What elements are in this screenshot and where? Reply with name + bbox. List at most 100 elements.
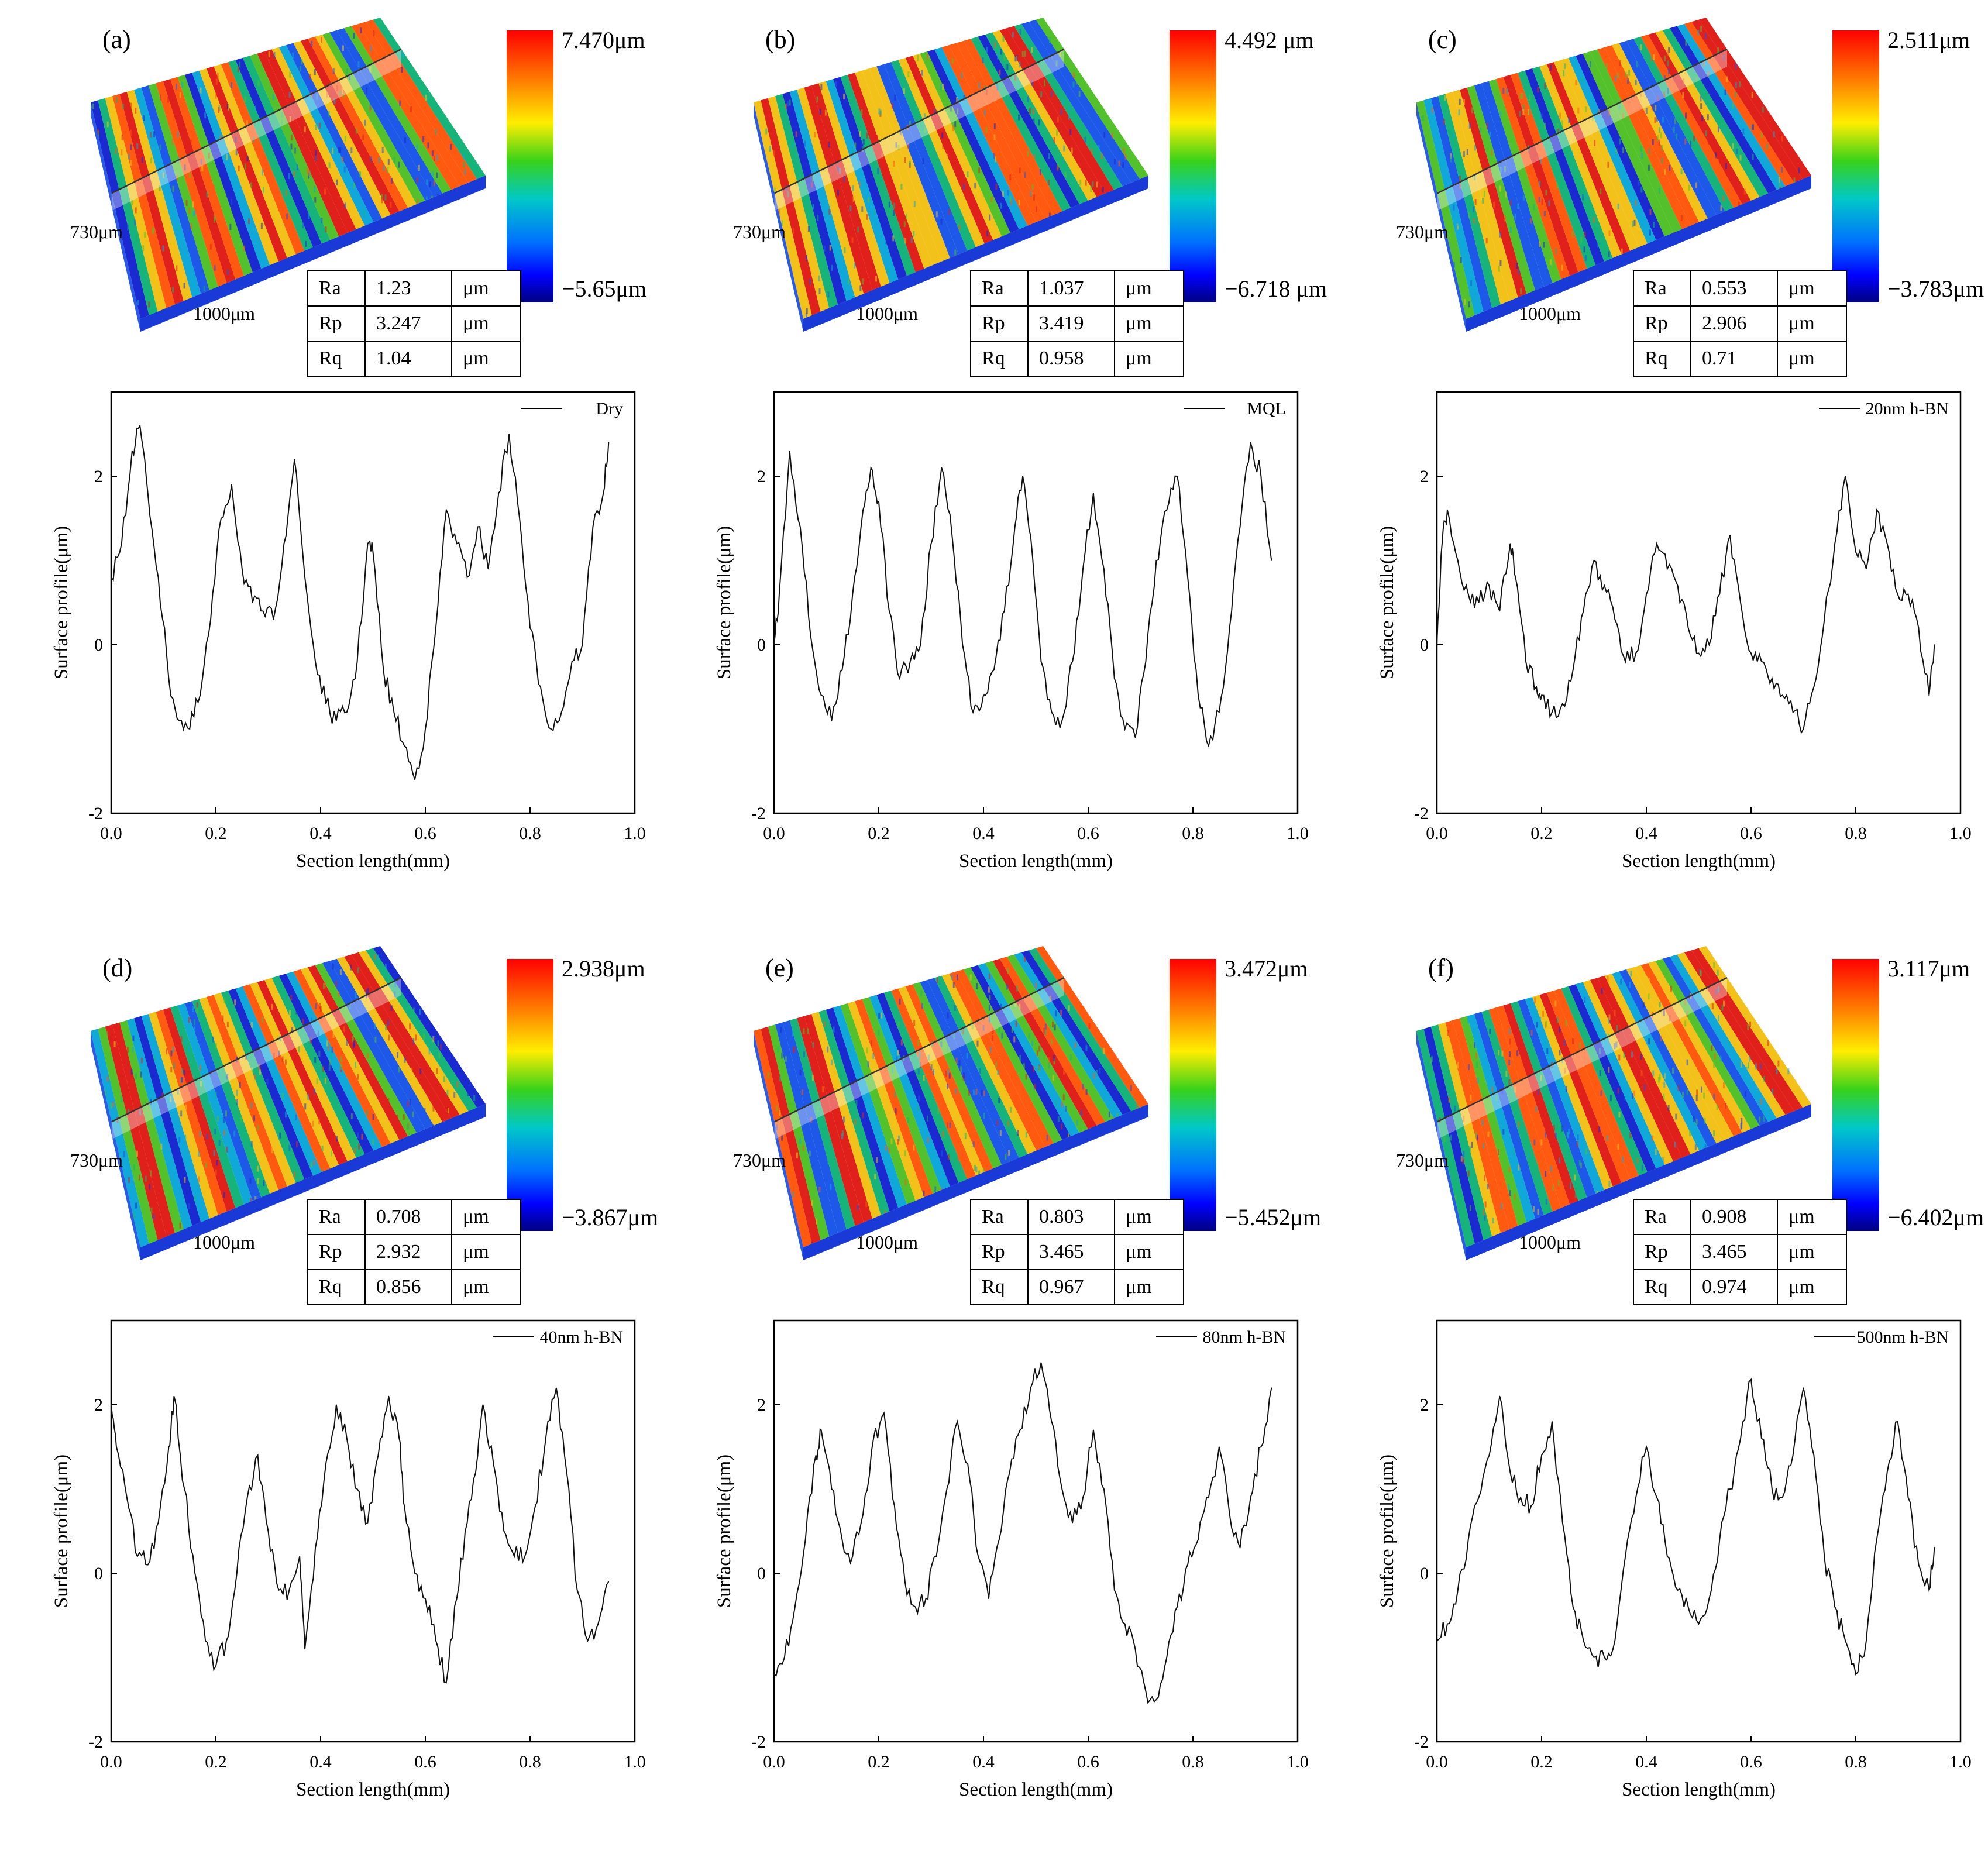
surface-speckle — [1577, 1134, 1579, 1141]
surface-stripe — [278, 45, 374, 226]
surface-stripe — [1590, 978, 1682, 1161]
surface-stripe — [1416, 1029, 1475, 1247]
surface-speckle — [1617, 1019, 1619, 1025]
surface-speckle — [1655, 105, 1657, 111]
profile-data-point — [456, 1598, 458, 1599]
surface-speckle — [1660, 132, 1662, 139]
surface-speckle — [384, 194, 387, 201]
surface-speckle — [1467, 1017, 1469, 1024]
surface-speckle — [1667, 50, 1669, 57]
surface-speckle — [921, 70, 923, 76]
surface-speckle — [115, 148, 117, 154]
surface-speckle — [184, 1134, 187, 1141]
surface-stripe — [913, 53, 1002, 240]
surface-speckle — [246, 120, 248, 126]
profile-data-point — [1467, 593, 1469, 595]
surface-speckle — [359, 1095, 361, 1102]
profile-data-point — [784, 1657, 785, 1658]
surface-speckle — [988, 1016, 990, 1022]
surface-speckle — [895, 68, 897, 75]
surface-stripe — [1691, 19, 1803, 183]
surface-speckle — [1509, 1038, 1511, 1045]
x-tick-label: 0.4 — [309, 1752, 332, 1772]
surface-speckle — [952, 1064, 954, 1071]
profile-data-point — [519, 518, 520, 519]
surface-speckle — [1505, 232, 1507, 238]
color-scale-max: 4.492 μm — [1225, 27, 1314, 53]
surface-side-wall — [754, 1031, 803, 1260]
surface-speckle — [1749, 1021, 1751, 1027]
surface-speckle — [1684, 1020, 1687, 1027]
surface-speckle — [257, 1124, 259, 1131]
surface-speckle — [1659, 1074, 1661, 1080]
surface-speckle — [1745, 1067, 1748, 1073]
surface-stripe — [1445, 1020, 1509, 1233]
y-axis-label: Surface profile(μm) — [714, 1454, 735, 1608]
profile-data-point — [1457, 1590, 1459, 1591]
surface-speckle — [1629, 982, 1631, 988]
surface-speckle — [824, 1021, 826, 1027]
x-tick-label: 0.6 — [1740, 824, 1762, 843]
surface-stripe — [1488, 1007, 1561, 1212]
profile-data-point — [1134, 737, 1136, 738]
profile-data-point — [1593, 560, 1595, 561]
surface-speckle — [1622, 1156, 1624, 1163]
surface-speckle — [357, 1074, 359, 1080]
surface-speckle — [390, 202, 392, 208]
surface-speckle — [1098, 145, 1100, 151]
profile-data-point — [1928, 1590, 1930, 1591]
surface-speckle — [1759, 1116, 1761, 1123]
surface-speckle — [1053, 1058, 1055, 1065]
x-axis-label: Section length(mm) — [959, 1779, 1113, 1800]
surface-speckle — [315, 150, 317, 156]
profile-data-point — [116, 1446, 117, 1447]
surface-speckle — [1561, 120, 1563, 126]
surface-speckle — [871, 165, 873, 171]
surface-speckle — [1748, 1062, 1749, 1069]
surface-speckle — [978, 82, 981, 89]
surface-speckle — [342, 88, 344, 94]
surface-speckle — [1779, 183, 1781, 189]
profile-data-point — [560, 711, 562, 713]
surface-speckle — [226, 1146, 228, 1153]
surface-stripe — [789, 90, 855, 301]
surface-speckle — [1640, 146, 1642, 152]
profile-data-point — [487, 568, 489, 570]
surface-speckle — [1538, 196, 1540, 202]
surface-speckle — [384, 964, 387, 970]
y-tick-label: -2 — [1414, 1732, 1429, 1752]
surface-speckle — [1669, 1015, 1671, 1022]
profile-data-point — [1177, 1606, 1178, 1608]
surface-speckle — [222, 1015, 224, 1022]
profile-data-point — [1478, 1497, 1480, 1498]
surface-speckle — [1556, 183, 1559, 188]
surface-speckle — [199, 1065, 201, 1071]
x-tick-label: 1.0 — [624, 1752, 646, 1772]
surface-speckle — [142, 1184, 145, 1189]
surface-stripe — [811, 1012, 881, 1219]
surface-speckle — [1763, 1116, 1765, 1122]
surface-speckle — [1714, 1053, 1716, 1060]
surface-speckle — [1489, 131, 1491, 137]
surface-stripe — [840, 1003, 916, 1205]
x-tick-label: 0.0 — [100, 1752, 122, 1772]
surface-speckle — [130, 1069, 133, 1075]
surface-speckle — [1124, 154, 1127, 160]
surface-speckle — [393, 157, 395, 163]
surface-speckle — [1532, 1206, 1535, 1212]
surface-speckle — [137, 300, 139, 306]
surface-speckle — [897, 1050, 899, 1056]
surface-speckle — [1549, 259, 1552, 265]
surface-stripe — [1662, 957, 1769, 1126]
y-tick-label: 2 — [757, 1395, 766, 1415]
profile-data-point — [456, 543, 458, 544]
surface-speckle — [1025, 1074, 1027, 1080]
surface-speckle — [188, 1203, 191, 1209]
surface-speckle — [899, 998, 901, 1005]
surface-speckle — [859, 1020, 862, 1026]
panel-f: (f) 3.117μm −6.402μm 1000μm 730μm Ra 0.908 μm Rp… — [1326, 928, 1988, 1857]
surface-speckle — [1474, 145, 1476, 151]
surface-speckle — [1747, 1024, 1749, 1030]
surface-speckle — [1448, 1053, 1450, 1059]
surface-speckle — [1450, 1134, 1452, 1141]
